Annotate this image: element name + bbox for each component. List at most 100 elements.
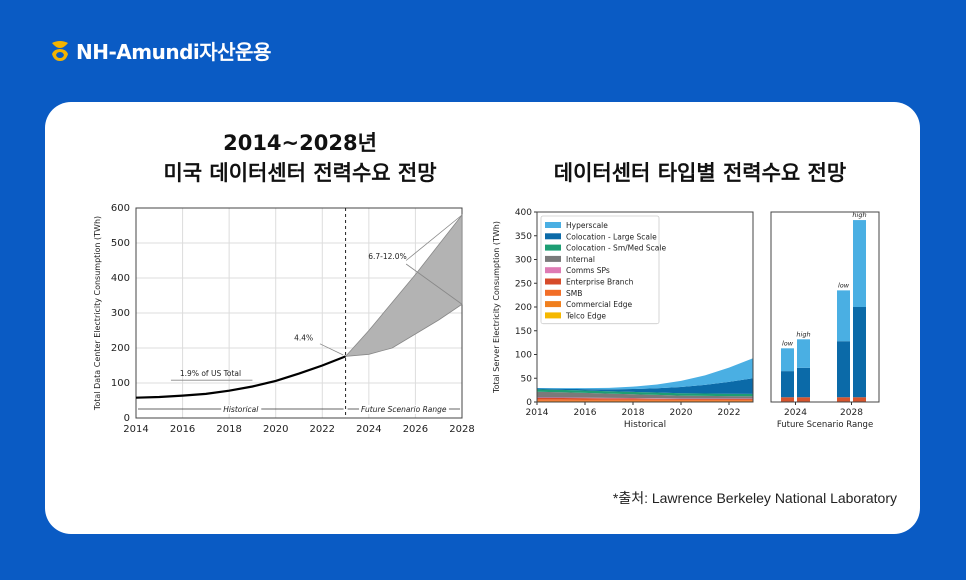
area-series-2 [537, 399, 753, 401]
y-tick-label: 100 [515, 351, 532, 361]
plot-frame [536, 211, 754, 403]
bar-segment-hyperscale [797, 339, 810, 368]
legend-label: Commercial Edge [566, 300, 633, 309]
bar-segment-hyperscale [837, 290, 850, 342]
y-tick-label: 0 [124, 413, 130, 424]
left-title-line1: 2014~2028년 [223, 131, 377, 155]
x-axis-label: Future Scenario Range [777, 420, 873, 430]
area-series-5 [537, 391, 753, 399]
y-tick-label: 300 [111, 308, 130, 319]
x-tick-label: 2022 [310, 424, 335, 435]
period-label-bg [359, 405, 449, 414]
legend-swatch [545, 233, 561, 240]
legend-label: Hyperscale [566, 221, 608, 230]
brand: NH-Amundi자산운용 [50, 36, 271, 65]
annotation-us-share-2028: 6.7-12.0% [368, 252, 406, 261]
area-series-6 [537, 389, 753, 397]
legend-label: SMB [566, 289, 582, 298]
y-tick-label: 50 [521, 374, 533, 384]
plot-frame [770, 211, 880, 403]
y-tick-label: 500 [111, 238, 130, 249]
historical-period-label: Historical [223, 405, 259, 414]
legend-swatch [545, 222, 561, 228]
x-tick-label: 2016 [574, 408, 597, 418]
brand-name: NH-Amundi자산운용 [76, 40, 271, 64]
bar-segment-colocation_large [797, 367, 810, 398]
left-panel-title: 2014~2028년 미국 데이터센터 전력수요 전망 [130, 128, 470, 188]
annotation-us-share-2023: 4.4% [294, 333, 313, 342]
y-tick-label: 100 [111, 378, 130, 389]
area-series-8 [537, 358, 753, 390]
x-tick-label: 2024 [784, 408, 807, 418]
legend-label: Telco Edge [565, 311, 606, 320]
scenario-range-band [344, 213, 463, 357]
area-series-7 [537, 378, 753, 394]
period-label-bg [221, 405, 262, 414]
source-note: *출처: Lawrence Berkeley National Laborato… [612, 490, 897, 506]
legend-box [540, 215, 660, 325]
bar-scenario-label: low [782, 339, 794, 347]
bar-segment-colocation_large [781, 371, 794, 398]
bar-scenario-label: low [838, 281, 850, 289]
legend-swatch [545, 255, 561, 262]
y-tick-label: 0 [526, 398, 532, 408]
us-data-center-demand-chart: 0 100 200 300 400 500 600 2014 2016 2018 2020 2022 2… [93, 203, 475, 435]
bar-segment-base [797, 397, 810, 402]
x-tick-label: 2014 [123, 424, 148, 435]
x-tick-label: 2022 [718, 408, 741, 418]
bar-scenario-label: high [852, 211, 866, 219]
y-axis-label: Total Server Electricity Consumption (TW… [492, 221, 501, 394]
right-panel-title: 데이터센터 타입별 전력수요 전망 [553, 161, 847, 185]
y-tick-label: 600 [111, 203, 130, 214]
y-tick-label: 350 [515, 232, 532, 242]
left-title-line2: 미국 데이터센터 전력수요 전망 [163, 161, 437, 185]
content-card: 2014~2028년 미국 데이터센터 전력수요 전망 데이터센터 타입별 전력… [45, 102, 920, 534]
x-tick-label: 2026 [403, 424, 428, 435]
legend-label: Comms SPs [566, 266, 610, 275]
x-tick-label: 2014 [526, 408, 549, 418]
bar-segment-base [781, 397, 794, 402]
bar-segment-hyperscale [853, 220, 866, 307]
legend-label: Colocation - Large Scale [566, 232, 657, 241]
x-tick-label: 2028 [840, 408, 863, 418]
legend-label: Enterprise Branch [566, 278, 634, 287]
y-tick-label: 200 [515, 303, 532, 313]
bar-scenario-label: high [796, 330, 810, 338]
legend-swatch [545, 244, 561, 251]
legend-label: Colocation - Sm/Med Scale [566, 244, 666, 253]
annotation-leader [319, 343, 344, 356]
future-period-label: Future Scenario Range [361, 405, 447, 414]
annotation-leader [405, 214, 463, 261]
x-tick-label: 2020 [263, 424, 288, 435]
x-tick-label: 2020 [670, 408, 693, 418]
x-tick-label: 2024 [356, 424, 381, 435]
historical-line [135, 355, 346, 399]
annotation-us-share-2014: 1.9% of US Total [180, 369, 241, 378]
legend-swatch [545, 278, 561, 285]
x-tick-label: 2016 [170, 424, 195, 435]
plot-frame [135, 207, 463, 419]
legend-swatch [545, 312, 561, 319]
y-tick-label: 150 [515, 327, 532, 337]
y-axis-label: Total Data Center Electricity Consumptio… [93, 216, 102, 411]
bar-segment-hyperscale [781, 348, 794, 372]
bar-segment-base [837, 397, 850, 402]
legend-label: Internal [566, 255, 595, 264]
bar-segment-colocation_large [837, 341, 850, 398]
y-tick-label: 400 [111, 273, 130, 284]
annotation-leader [405, 263, 463, 305]
y-tick-label: 400 [515, 208, 532, 218]
legend-swatch [545, 301, 561, 308]
x-tick-label: 2028 [449, 424, 474, 435]
area-series-3 [537, 397, 753, 400]
y-tick-label: 200 [111, 343, 130, 354]
server-consumption-historical-chart: 0 50 100 150 200 250 300 350 400 2014 2016 2018 2020… [492, 208, 754, 430]
x-tick-label: 2018 [216, 424, 241, 435]
area-series-4 [537, 397, 753, 399]
y-tick-label: 300 [515, 256, 532, 266]
x-tick-label: 2018 [622, 408, 645, 418]
y-tick-label: 250 [515, 279, 532, 289]
legend-swatch [545, 289, 561, 296]
legend-swatch [545, 267, 561, 274]
